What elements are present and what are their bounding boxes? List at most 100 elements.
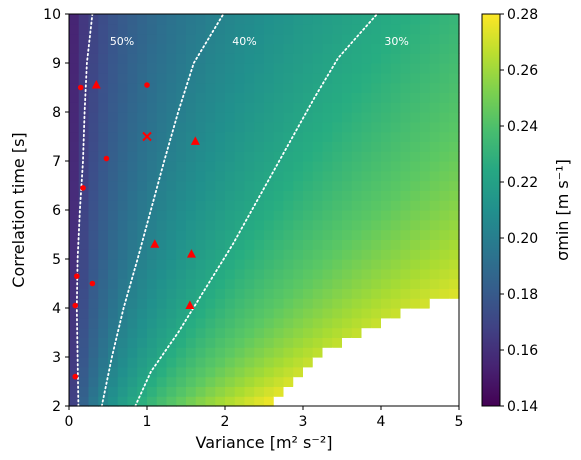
heatmap-cell xyxy=(137,298,148,309)
heatmap-cell xyxy=(117,161,129,172)
heatmap-cell xyxy=(303,102,314,113)
heatmap-cell xyxy=(303,121,314,133)
heatmap-cell xyxy=(390,347,402,358)
heatmap-cell xyxy=(361,200,372,211)
heatmap-cell xyxy=(205,219,216,231)
heatmap-cell xyxy=(312,121,324,133)
heatmap-cell xyxy=(303,200,314,211)
heatmap-cell xyxy=(390,131,402,142)
heatmap-cell xyxy=(439,200,450,211)
heatmap-cell xyxy=(225,112,236,123)
heatmap-cell xyxy=(449,63,460,74)
heatmap-cell xyxy=(342,121,353,133)
heatmap-cell xyxy=(361,23,372,35)
heatmap-cell xyxy=(371,396,382,407)
heatmap-cell xyxy=(254,141,265,152)
heatmap-cell xyxy=(205,396,216,407)
heatmap-cell xyxy=(381,190,392,201)
heatmap-cell xyxy=(322,102,333,113)
heatmap-cell xyxy=(205,210,216,221)
heatmap-cell xyxy=(322,366,333,378)
heatmap-cell xyxy=(273,317,285,329)
heatmap-cell xyxy=(303,229,314,240)
heatmap-cell xyxy=(166,298,177,309)
heatmap-cell xyxy=(176,259,187,270)
heatmap-cell xyxy=(98,180,109,191)
heatmap-cell xyxy=(98,102,109,113)
heatmap-cell xyxy=(254,249,265,260)
heatmap-cell xyxy=(342,131,353,142)
x-tick-label: 3 xyxy=(299,414,308,430)
heatmap-cell xyxy=(381,268,392,280)
heatmap-cell xyxy=(264,53,275,64)
heatmap-cell xyxy=(273,82,285,93)
heatmap-cell xyxy=(205,102,216,113)
heatmap-cell xyxy=(108,229,119,240)
heatmap-cell xyxy=(69,141,80,152)
heatmap-cell xyxy=(312,141,324,152)
heatmap-cell xyxy=(361,190,372,201)
heatmap-cell xyxy=(303,180,314,191)
heatmap-cell xyxy=(371,180,382,191)
heatmap-cell xyxy=(156,92,168,103)
heatmap-cell xyxy=(283,72,294,84)
heatmap-cell xyxy=(215,210,226,221)
heatmap-cell xyxy=(117,288,129,299)
heatmap-cell xyxy=(234,376,246,387)
heatmap-cell xyxy=(283,210,294,221)
heatmap-cell xyxy=(215,180,226,191)
heatmap-cell xyxy=(78,151,90,162)
heatmap-cell xyxy=(342,92,353,103)
heatmap-cell xyxy=(78,327,90,338)
heatmap-cell xyxy=(371,43,382,54)
heatmap-cell xyxy=(342,327,353,338)
heatmap-cell xyxy=(186,180,197,191)
heatmap-cell xyxy=(156,33,168,44)
heatmap-cell xyxy=(371,308,382,319)
heatmap-cell xyxy=(244,170,255,182)
heatmap-cell xyxy=(176,121,187,133)
heatmap-cell xyxy=(78,161,90,172)
heatmap-cell xyxy=(429,53,441,64)
heatmap-cell xyxy=(176,366,187,378)
heatmap-cell xyxy=(244,112,255,123)
heatmap-cell xyxy=(234,357,246,368)
heatmap-cell xyxy=(78,200,90,211)
heatmap-cell xyxy=(117,14,129,25)
heatmap-cell xyxy=(98,259,109,270)
heatmap-cell xyxy=(88,92,99,103)
heatmap-cell xyxy=(78,229,90,240)
heatmap-cell xyxy=(117,376,129,387)
heatmap-cell xyxy=(205,327,216,338)
heatmap-cell xyxy=(351,151,363,162)
heatmap-cell xyxy=(205,33,216,44)
heatmap-cell xyxy=(293,170,304,182)
heatmap-cell xyxy=(351,249,363,260)
heatmap-cell xyxy=(361,376,372,387)
heatmap-cell xyxy=(215,72,226,84)
heatmap-cell xyxy=(166,268,177,280)
heatmap-cell xyxy=(195,190,207,201)
heatmap-cell xyxy=(390,317,402,329)
heatmap-cell xyxy=(371,131,382,142)
heatmap-cell xyxy=(117,151,129,162)
heatmap-cell xyxy=(205,249,216,260)
heatmap-cell xyxy=(283,278,294,289)
heatmap-cell xyxy=(127,53,138,64)
heatmap-cell xyxy=(332,259,343,270)
heatmap-cell xyxy=(195,278,207,289)
heatmap-cell xyxy=(108,23,119,35)
heatmap-cell xyxy=(127,43,138,54)
heatmap-cell xyxy=(371,141,382,152)
heatmap-cell xyxy=(381,317,392,329)
heatmap-cell xyxy=(371,229,382,240)
heatmap-cell xyxy=(205,337,216,348)
heatmap-cell xyxy=(429,180,441,191)
heatmap-cell xyxy=(186,43,197,54)
heatmap-cell xyxy=(147,357,158,368)
heatmap-cell xyxy=(186,366,197,378)
heatmap-cell xyxy=(342,317,353,329)
heatmap-cell xyxy=(381,210,392,221)
heatmap-cell xyxy=(429,357,441,368)
heatmap-cell xyxy=(400,327,411,338)
